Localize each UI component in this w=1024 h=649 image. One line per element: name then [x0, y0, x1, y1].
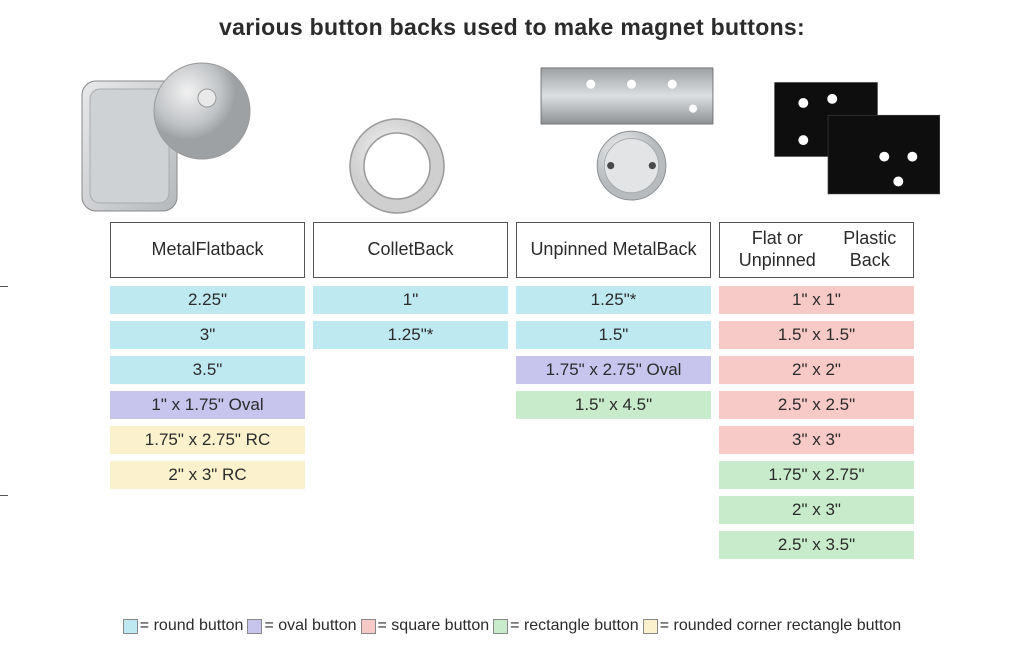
size-chip: 2" x 2"	[719, 356, 914, 384]
column-header: Unpinned MetalBack	[516, 222, 711, 278]
column: Flat or UnpinnedPlastic Back 1" x 1" 1.5" …	[719, 222, 914, 559]
size-chip: 2" x 3"	[719, 496, 914, 524]
column-header: ColletBack	[313, 222, 508, 278]
size-chip: 1.75" x 2.75"	[719, 461, 914, 489]
collet-back-image	[302, 96, 492, 216]
size-chip: 1.5" x 4.5"	[516, 391, 711, 419]
legend: = round button = oval button = square butt…	[0, 617, 1024, 635]
legend-swatch	[361, 619, 376, 634]
size-chip: 2.5" x 2.5"	[719, 391, 914, 419]
column-header: Flat or UnpinnedPlastic Back	[719, 222, 914, 278]
legend-label: = rectangle button	[510, 617, 639, 635]
size-chip: 3"	[110, 321, 305, 349]
legend-item: = square button	[361, 617, 490, 635]
legend-label: = round button	[140, 617, 244, 635]
size-chip: 1" x 1.75" Oval	[110, 391, 305, 419]
chip-stack: 1" x 1" 1.5" x 1.5" 2" x 2" 2.5" x 2.5" 3" x…	[719, 286, 914, 559]
chip-stack: 1.25"* 1.5" 1.75" x 2.75" Oval 1.5" x 4.5"	[516, 286, 711, 419]
unpinned-metal-image	[532, 51, 722, 216]
size-chip: 1.75" x 2.75" RC	[110, 426, 305, 454]
size-chip: 3" x 3"	[719, 426, 914, 454]
product-images-row	[0, 51, 1024, 216]
size-chip: 2.5" x 3.5"	[719, 531, 914, 559]
size-chip: 3.5"	[110, 356, 305, 384]
column: MetalFlatback 2.25" 3" 3.5" 1" x 1.75" Oval 1…	[110, 222, 305, 559]
plastic-back-image	[762, 56, 952, 216]
legend-item: = rounded corner rectangle button	[643, 617, 902, 635]
legend-item: = round button	[123, 617, 244, 635]
size-chip: 1.25"*	[516, 286, 711, 314]
legend-swatch	[247, 619, 262, 634]
column: Unpinned MetalBack 1.25"* 1.5" 1.75" x 2.75…	[516, 222, 711, 559]
sizes-table: Button Size MetalFlatback 2.25" 3" 3.5" 1" x…	[0, 222, 1024, 559]
legend-swatch	[643, 619, 658, 634]
legend-item: = oval button	[247, 617, 356, 635]
page-title: various button backs used to make magnet…	[0, 0, 1024, 41]
chip-stack: 2.25" 3" 3.5" 1" x 1.75" Oval 1.75" x 2.75" …	[110, 286, 305, 489]
metal-flatback-image	[72, 56, 262, 216]
size-chip: 1.75" x 2.75" Oval	[516, 356, 711, 384]
chip-stack: 1" 1.25"*	[313, 286, 508, 349]
size-chip: 1.25"*	[313, 321, 508, 349]
legend-item: = rectangle button	[493, 617, 639, 635]
legend-label: = oval button	[264, 617, 356, 635]
size-chip: 1.5"	[516, 321, 711, 349]
column-header: MetalFlatback	[110, 222, 305, 278]
side-label-bracket: Button Size	[0, 286, 8, 496]
size-chip: 1" x 1"	[719, 286, 914, 314]
legend-swatch	[493, 619, 508, 634]
legend-label: = square button	[378, 617, 490, 635]
legend-swatch	[123, 619, 138, 634]
size-chip: 1"	[313, 286, 508, 314]
size-chip: 2.25"	[110, 286, 305, 314]
size-chip: 1.5" x 1.5"	[719, 321, 914, 349]
size-chip: 2" x 3" RC	[110, 461, 305, 489]
column: ColletBack 1" 1.25"*	[313, 222, 508, 559]
legend-label: = rounded corner rectangle button	[660, 617, 902, 635]
